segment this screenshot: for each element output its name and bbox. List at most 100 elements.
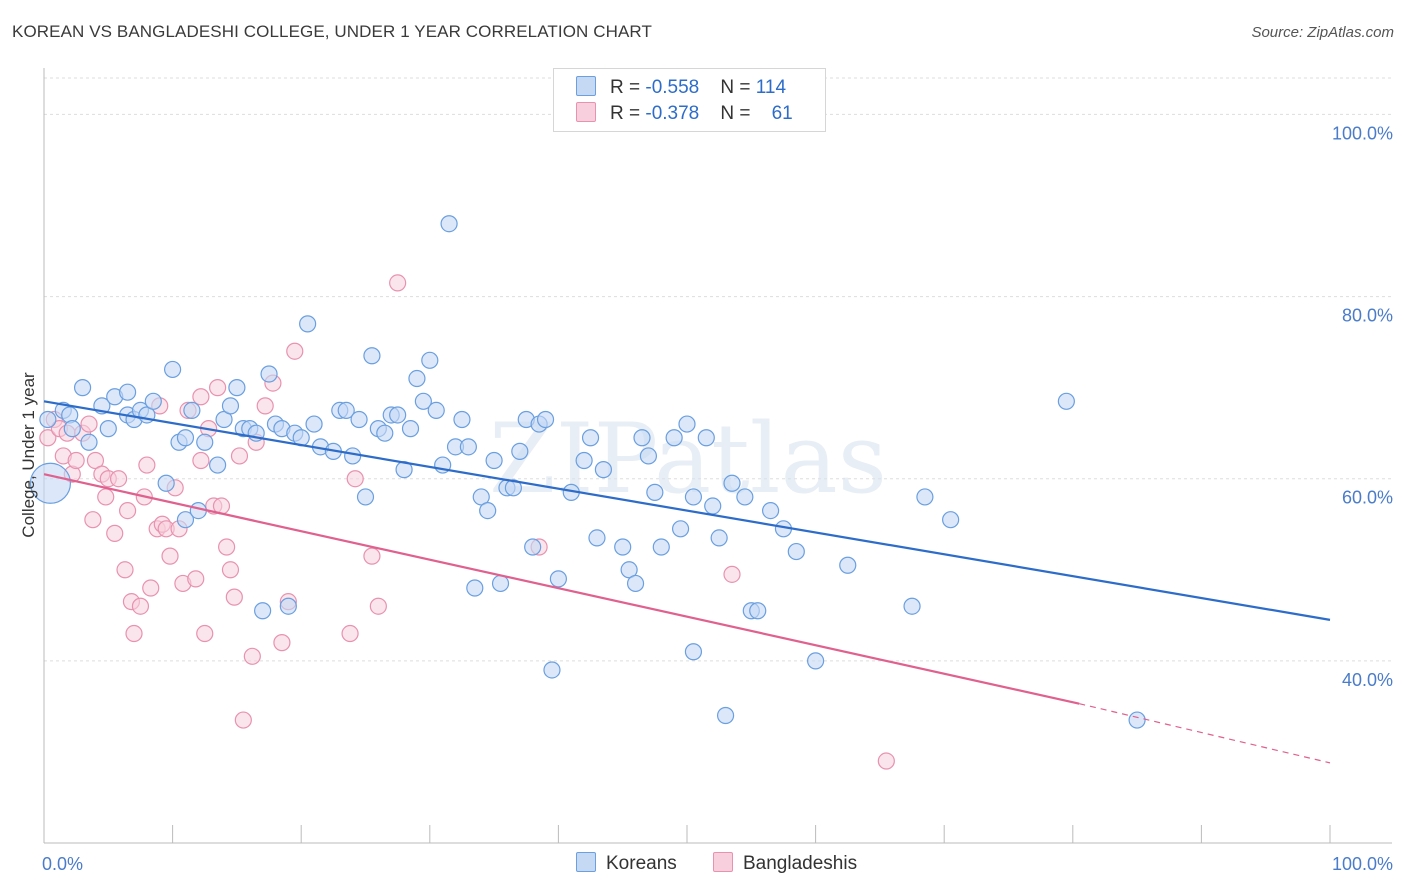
bangladeshis-point [118, 501, 137, 520]
bangladeshis-trend-extension [1079, 703, 1331, 764]
bangladeshis-point [723, 565, 741, 583]
koreans-point [504, 479, 522, 497]
bottom-legend-bangladeshis: Bangladeshis [713, 852, 857, 875]
koreans-point [73, 379, 92, 397]
koreans-point [588, 529, 606, 547]
bangladeshis-point [80, 415, 98, 433]
koreans-swatch [576, 76, 596, 96]
bangladeshis-point [192, 451, 210, 470]
koreans-point [942, 511, 960, 529]
koreans-point [176, 429, 195, 447]
legend-r-label: R = [610, 77, 646, 98]
bangladeshis-points [39, 274, 895, 770]
koreans-point [421, 351, 439, 369]
bangladeshis-point [142, 579, 160, 597]
bangladeshis-point [218, 538, 236, 556]
bangladeshis-point [286, 342, 304, 360]
chart-title: KOREAN VS BANGLADESHI COLLEGE, UNDER 1 Y… [12, 22, 652, 41]
legend-r-value-bangladeshis: -0.378 [645, 103, 700, 124]
koreans-point [684, 643, 703, 661]
koreans-point [29, 462, 72, 504]
bangladeshis-point [346, 470, 364, 488]
koreans-point [453, 410, 471, 429]
koreans-point [408, 369, 426, 388]
koreans-point [1128, 711, 1146, 729]
bangladeshis-trend-line [43, 473, 1080, 705]
koreans-point [710, 529, 728, 547]
x-tick-label: 100.0% [1332, 854, 1393, 874]
koreans-point [254, 602, 272, 620]
koreans-point [459, 438, 477, 456]
koreans-point [196, 433, 214, 451]
legend-n-label: N = [720, 103, 756, 124]
koreans-point [389, 406, 407, 424]
koreans-point [209, 456, 227, 474]
label-layer: 40.0% 60.0% 80.0% 100.0% 0.0% 100.0% [42, 123, 1393, 874]
legend-n-value-bangladeshis: 61 [771, 103, 793, 124]
koreans-point [485, 451, 503, 470]
koreans-point [228, 379, 246, 397]
koreans-point [736, 488, 754, 506]
koreans-point [684, 488, 703, 506]
bangladeshis-point [161, 547, 179, 565]
bangladeshis-point [243, 647, 261, 665]
legend-row-bangladeshis: R = -0.378 N = 61 [576, 102, 793, 126]
bangladeshis-point [109, 470, 128, 488]
bangladeshis-point [84, 511, 102, 529]
bangladeshis-point [97, 488, 115, 506]
koreans-point [401, 420, 420, 438]
bottom-legend-koreans: Koreans [576, 852, 677, 875]
koreans-point [646, 483, 664, 501]
y-tick-label: 80.0% [1342, 306, 1393, 326]
legend-n-label: N = [720, 77, 756, 98]
legend-r-value-koreans: -0.558 [645, 77, 700, 98]
koreans-legend-label: Koreans [606, 853, 677, 874]
grid-layer [44, 77, 1392, 662]
koreans-point [581, 429, 600, 447]
bangladeshis-point [877, 752, 895, 770]
koreans-point [344, 447, 362, 465]
x-tick-label: 0.0% [42, 854, 83, 874]
koreans-point [350, 410, 368, 429]
koreans-point [63, 420, 81, 438]
bangladeshis-point [196, 624, 214, 643]
bangladeshis-point [341, 624, 359, 643]
koreans-point [479, 501, 497, 520]
koreans-point [749, 602, 767, 620]
koreans-point [671, 520, 690, 538]
koreans-point [665, 429, 683, 447]
koreans-legend-swatch [576, 852, 596, 872]
bangladeshis-point [230, 447, 249, 465]
koreans-point [376, 424, 394, 442]
koreans-point [176, 511, 195, 529]
koreans-point [260, 365, 278, 383]
koreans-point [144, 392, 162, 410]
koreans-point [491, 574, 510, 593]
bangladeshis-point [221, 561, 240, 579]
bangladeshis-point [209, 379, 227, 397]
bangladeshis-point [106, 524, 124, 542]
koreans-point [363, 347, 381, 365]
koreans-point [697, 429, 715, 447]
koreans-point [723, 474, 741, 492]
bangladeshis-point [187, 570, 205, 588]
bangladeshis-point [192, 388, 210, 406]
koreans-point [524, 538, 542, 556]
bangladeshis-swatch [576, 102, 596, 122]
bangladeshis-legend-label: Bangladeshis [743, 853, 858, 874]
koreans-point [787, 542, 805, 561]
koreans-point [440, 215, 458, 233]
y-tick-label: 100.0% [1332, 123, 1393, 143]
koreans-point [716, 706, 735, 725]
koreans-point [118, 383, 137, 401]
bangladeshis-point [363, 547, 381, 565]
koreans-point [839, 556, 857, 574]
bangladeshis-point [39, 429, 57, 447]
koreans-point [414, 392, 432, 410]
koreans-point [1057, 392, 1075, 410]
bangladeshis-legend-swatch [713, 852, 733, 872]
koreans-point [806, 652, 825, 670]
stats-legend: R = -0.558 N = 114 R = -0.378 N = 61 [553, 68, 826, 132]
koreans-point [164, 360, 182, 379]
bangladeshis-point [273, 634, 291, 652]
